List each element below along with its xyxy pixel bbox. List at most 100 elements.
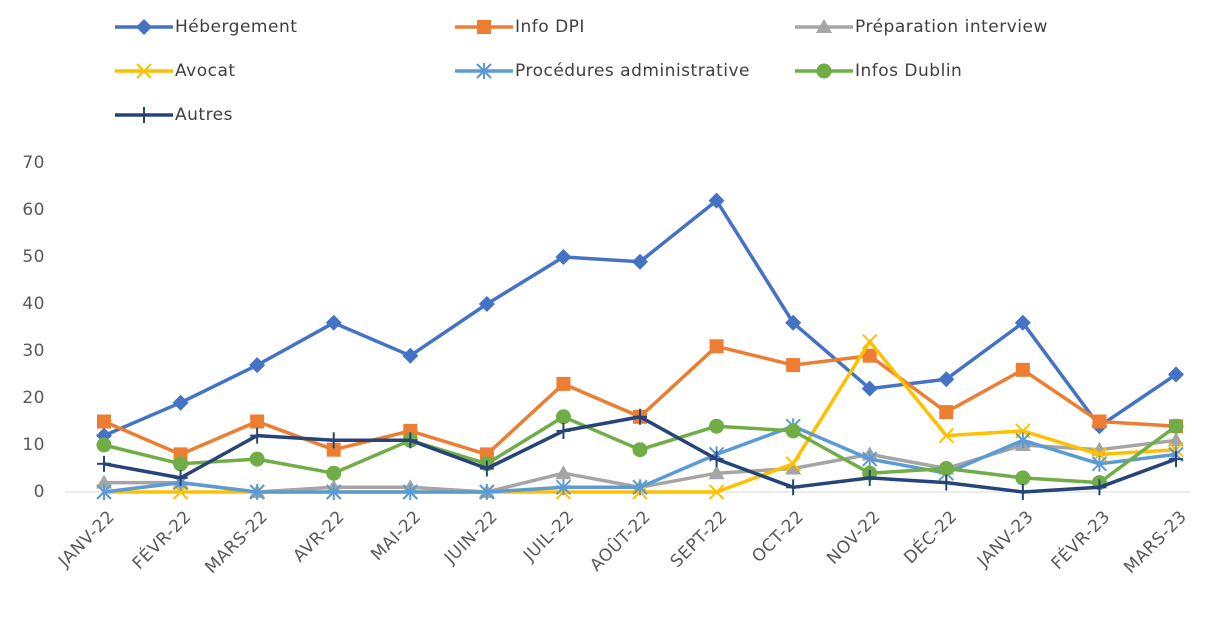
data-point: [1015, 470, 1031, 486]
y-tick-label: 30: [22, 341, 45, 361]
data-point: [173, 456, 189, 472]
data-point: [555, 249, 572, 265]
data-point-part: [1168, 366, 1184, 383]
data-point: [785, 423, 801, 439]
x-tick-label: DÉC-22: [899, 506, 962, 569]
data-point: [403, 432, 418, 449]
data-point: [861, 380, 878, 397]
x-tick-label: NOV-22: [823, 507, 885, 569]
legend-marker: [136, 19, 152, 35]
x-tick-label: JANV-22: [54, 507, 119, 572]
x-tick-label: AVR-22: [289, 507, 348, 566]
legend-marker: [137, 107, 151, 123]
data-point-part: [786, 358, 801, 373]
data-point-part: [1168, 418, 1184, 434]
y-tick-label: 70: [22, 153, 45, 173]
legend-marker-part: [477, 20, 491, 34]
data-point: [939, 474, 954, 491]
data-point: [1015, 484, 1030, 500]
legend-marker: [477, 20, 491, 34]
y-tick-label: 0: [34, 482, 45, 502]
data-point: [785, 460, 802, 475]
data-point-part: [1015, 362, 1030, 377]
data-point: [325, 314, 342, 331]
data-point: [1168, 418, 1184, 434]
data-point: [555, 465, 572, 480]
x-tick-label: OCT-22: [748, 507, 808, 567]
data-point: [173, 469, 188, 486]
data-point-part: [1015, 470, 1031, 486]
data-point: [939, 405, 954, 420]
data-point-part: [96, 474, 112, 489]
x-tick-label: MARS-23: [1120, 507, 1191, 578]
data-point: [478, 296, 495, 312]
data-point-part: [172, 394, 189, 411]
data-point-part: [555, 249, 572, 265]
data-point-part: [708, 484, 725, 500]
data-point-part: [1014, 314, 1031, 331]
series-line: [103, 198, 1177, 438]
data-point: [555, 409, 571, 425]
data-point: [479, 484, 495, 500]
data-point-part: [785, 456, 801, 472]
data-point: [249, 484, 265, 500]
data-point: [402, 347, 419, 364]
data-point: [862, 348, 877, 363]
data-point: [1015, 432, 1031, 449]
data-point-part: [709, 418, 725, 434]
data-point: [786, 479, 801, 496]
y-tick-label: 60: [22, 200, 45, 220]
data-point: [96, 474, 112, 489]
data-point-part: [708, 192, 725, 209]
data-point-part: [938, 461, 954, 476]
y-tick-label: 50: [22, 247, 45, 267]
data-point: [326, 442, 341, 457]
data-point: [862, 333, 878, 350]
x-tick-label: JANV-23: [973, 507, 1038, 572]
data-point-part: [402, 347, 419, 364]
data-point: [785, 456, 801, 472]
data-point: [479, 460, 494, 477]
data-point: [555, 479, 572, 496]
legend-marker-part: [136, 63, 152, 79]
data-point-part: [785, 460, 802, 475]
data-point-part: [632, 253, 648, 270]
data-point: [96, 484, 112, 500]
data-point: [249, 357, 266, 374]
data-point: [938, 371, 955, 388]
data-point: [1168, 366, 1184, 383]
x-tick-label: AOÛT-22: [585, 506, 655, 576]
data-point: [97, 455, 111, 472]
data-point-part: [785, 423, 801, 439]
data-point: [862, 469, 877, 486]
x-tick-label: JUIN-22: [440, 507, 502, 569]
x-tick-label: FÉVR-23: [1046, 506, 1114, 574]
legend-label: Autres: [175, 105, 233, 125]
data-point-part: [556, 376, 571, 391]
x-tick-label: FÉVR-22: [127, 506, 195, 574]
data-point: [1014, 314, 1031, 331]
data-point-part: [1092, 414, 1107, 429]
data-point: [326, 465, 342, 481]
data-point-part: [478, 296, 495, 312]
data-point: [786, 358, 801, 373]
x-tick-label: SEPT-22: [667, 507, 732, 572]
y-tick-label: 20: [22, 388, 45, 408]
data-point-part: [861, 380, 878, 397]
y-tick-label: 10: [22, 435, 45, 455]
legend-marker: [816, 19, 832, 33]
data-point-part: [708, 465, 725, 480]
data-point-part: [938, 427, 954, 444]
data-point: [938, 427, 954, 444]
y-tick-label: 40: [22, 294, 45, 314]
data-point: [709, 451, 724, 468]
data-point-part: [862, 348, 877, 363]
data-point-part: [249, 451, 265, 467]
data-point-part: [325, 314, 342, 331]
legend-label: Avocat: [175, 61, 236, 81]
data-point: [250, 414, 265, 429]
data-point-part: [326, 442, 341, 457]
legend-marker-part: [816, 19, 832, 33]
data-point: [326, 484, 342, 500]
